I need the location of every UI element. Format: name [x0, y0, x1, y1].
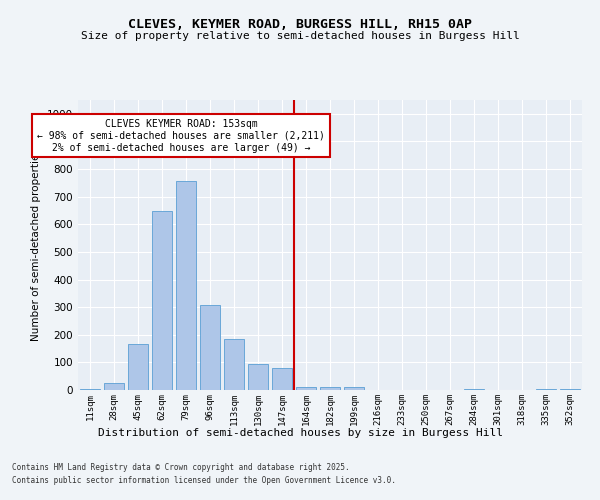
Bar: [224, 340, 244, 390]
Text: Distribution of semi-detached houses by size in Burgess Hill: Distribution of semi-detached houses by …: [97, 428, 503, 438]
Bar: [320, 387, 340, 390]
Bar: [248, 364, 268, 390]
Bar: [80, 388, 100, 390]
Bar: [104, 383, 124, 390]
Bar: [344, 387, 364, 390]
Y-axis label: Number of semi-detached properties: Number of semi-detached properties: [31, 148, 41, 342]
Bar: [176, 182, 196, 390]
Bar: [560, 389, 580, 390]
Bar: [536, 389, 556, 390]
Bar: [152, 211, 172, 390]
Text: CLEVES KEYMER ROAD: 153sqm
← 98% of semi-detached houses are smaller (2,211)
2% : CLEVES KEYMER ROAD: 153sqm ← 98% of semi…: [37, 120, 325, 152]
Bar: [128, 344, 148, 390]
Bar: [272, 368, 292, 390]
Bar: [464, 388, 484, 390]
Text: Contains public sector information licensed under the Open Government Licence v3: Contains public sector information licen…: [12, 476, 396, 485]
Text: Contains HM Land Registry data © Crown copyright and database right 2025.: Contains HM Land Registry data © Crown c…: [12, 464, 350, 472]
Bar: [200, 305, 220, 390]
Text: Size of property relative to semi-detached houses in Burgess Hill: Size of property relative to semi-detach…: [80, 31, 520, 41]
Bar: [296, 386, 316, 390]
Text: CLEVES, KEYMER ROAD, BURGESS HILL, RH15 0AP: CLEVES, KEYMER ROAD, BURGESS HILL, RH15 …: [128, 18, 472, 30]
